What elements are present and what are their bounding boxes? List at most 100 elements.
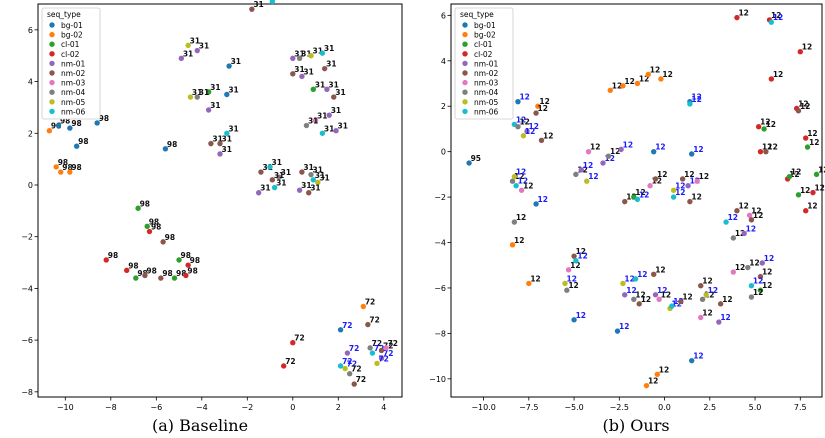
data-point-nm-06 [319, 50, 326, 56]
point-label: 72 [383, 341, 393, 350]
point-label: 98 [149, 217, 159, 226]
data-point-nm-05 [187, 94, 194, 100]
data-point-nm-06 [748, 282, 755, 289]
legend-entry: nm-02 [474, 69, 499, 78]
point-label: 12 [577, 252, 587, 261]
legend-title: seq_type [47, 10, 81, 19]
axis-ticks-ours: −10.0 −7.5 −5.0 −2.5 0.0 2.5 5.0 7.5 −10 −8 −6 −4 −2… [429, 11, 807, 412]
data-point-nm-06 [310, 177, 316, 183]
data-point-cl-01 [205, 89, 212, 95]
data-point-bg-01 [515, 98, 521, 105]
y-tick-label: −4 [434, 239, 446, 248]
point-label: 31 [324, 124, 334, 133]
data-point-bg-02 [620, 83, 626, 89]
data-point-nm-02 [217, 140, 223, 147]
scatter-points-ours: 95 12 12 12 12 12 12 12 12 12 12 12 12 12 12 12 12 12 12 12… [466, 9, 825, 389]
caption-baseline: (a) Baseline [152, 416, 248, 435]
point-label: 12 [516, 168, 526, 177]
data-point-bg-02 [643, 382, 650, 389]
point-label: 72 [365, 298, 375, 307]
point-label: 12 [773, 13, 783, 22]
point-label: 31 [319, 173, 329, 182]
data-point-nm-02 [650, 271, 657, 278]
data-point-nm-02 [331, 94, 337, 100]
point-label: 98 [99, 114, 109, 123]
x-tick-label: 4 [381, 403, 386, 412]
data-point-nm-02 [160, 239, 166, 245]
legend-entry: nm-04 [474, 88, 499, 97]
point-label: 12 [650, 65, 660, 74]
point-label: 12 [738, 9, 748, 18]
point-label: 12 [635, 188, 645, 197]
data-point-nm-04 [511, 219, 518, 225]
point-label: 12 [818, 165, 825, 174]
data-point-cl-02 [803, 135, 809, 141]
point-label: 12 [807, 129, 817, 138]
data-point-bg-02 [526, 280, 532, 287]
point-label: 31 [313, 47, 323, 56]
data-point-bg-02 [634, 80, 641, 87]
data-point-nm-01 [600, 160, 606, 166]
data-point-cl-01 [757, 287, 764, 293]
legend-ours: seq_typebg-01bg-02cl-01cl-02nm-01nm-02nm… [454, 7, 514, 120]
x-tick-label: 2.5 [703, 403, 716, 412]
point-label: 31 [338, 122, 348, 131]
data-point-nm-03 [730, 269, 737, 275]
data-point-nm-06 [634, 196, 641, 203]
point-label: 12 [675, 181, 685, 190]
data-point-nm-02 [533, 110, 539, 116]
point-label: 12 [590, 143, 600, 152]
point-label: 12 [762, 143, 772, 152]
point-label: 72 [349, 344, 359, 353]
data-point-bg-01 [571, 317, 577, 323]
point-label: 31 [301, 49, 311, 58]
point-label: 98 [140, 199, 150, 208]
point-label: 12 [807, 202, 817, 211]
legend-entry: nm-03 [474, 79, 499, 88]
point-label: 31 [324, 44, 334, 53]
y-tick-label: −6 [21, 336, 33, 345]
point-label: 12 [691, 95, 701, 104]
data-point-nm-03 [647, 183, 653, 189]
data-point-nm-06 [687, 101, 693, 107]
data-point-bg-02 [535, 103, 541, 109]
data-point-nm-03 [698, 314, 704, 321]
data-point-nm-02 [687, 198, 693, 205]
x-tick-label: −4 [196, 403, 208, 412]
point-label: 12 [751, 206, 761, 215]
point-label: 31 [199, 88, 209, 97]
y-tick-label: 6 [441, 11, 446, 20]
data-point-nm-02 [351, 381, 357, 387]
point-label: 12 [702, 277, 712, 286]
legend-marker [49, 99, 55, 105]
data-point-nm-04 [564, 287, 570, 293]
data-point-nm-01 [178, 55, 185, 61]
data-point-nm-05 [315, 179, 321, 186]
point-label: 31 [303, 163, 313, 172]
point-label: 12 [675, 188, 685, 197]
point-label: 12 [764, 254, 774, 263]
point-label: 72 [356, 375, 366, 384]
data-point-bg-01 [466, 160, 472, 166]
point-label: 12 [530, 274, 540, 283]
legend-entry: bg-02 [474, 31, 496, 40]
point-label: 12 [655, 143, 665, 152]
data-point-nm-03 [746, 212, 753, 218]
point-label: 12 [814, 184, 824, 193]
point-label: 31 [317, 111, 327, 120]
data-point-nm-02 [622, 198, 628, 205]
legend-title: seq_type [460, 10, 494, 19]
point-label: 72 [285, 357, 295, 366]
legend-entry: cl-01 [61, 40, 80, 49]
data-point-nm-06 [224, 130, 230, 136]
data-point-nm-02 [757, 273, 764, 280]
data-point-bg-01 [55, 122, 62, 129]
data-point-bg-02 [53, 164, 59, 170]
data-point-nm-05 [185, 42, 191, 49]
data-point-nm-04 [730, 235, 737, 241]
point-label: 12 [662, 70, 672, 79]
point-label: 12 [576, 311, 586, 320]
point-label: 12 [657, 286, 667, 295]
point-label: 12 [762, 281, 772, 290]
data-point-nm-05 [670, 187, 677, 193]
